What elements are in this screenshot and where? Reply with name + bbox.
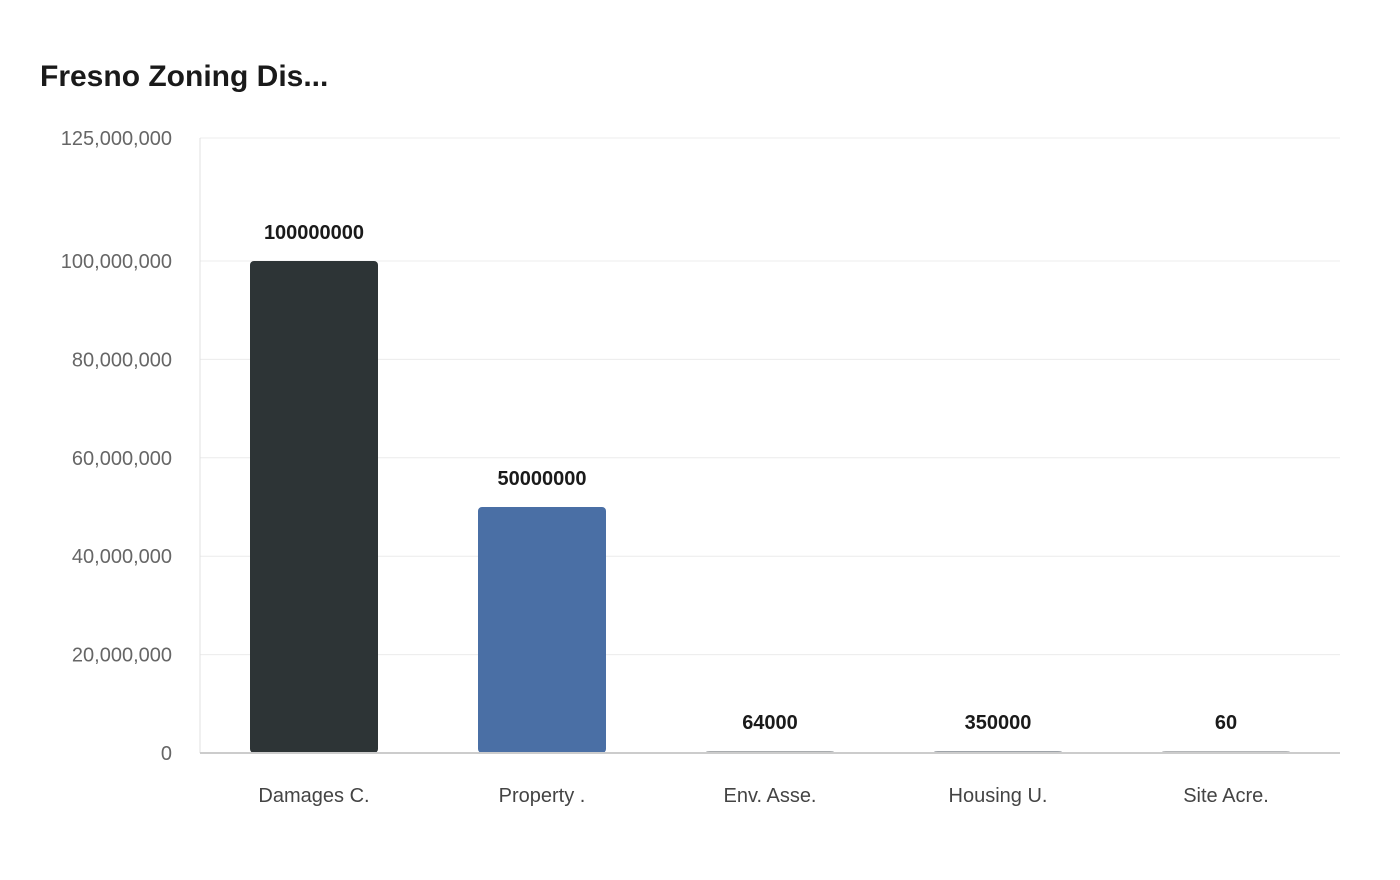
x-tick-label: Property . <box>499 785 586 807</box>
x-tick-label: Site Acre. <box>1183 785 1269 807</box>
x-tick-label: Env. Asse. <box>723 785 816 807</box>
y-tick-label: 20,000,000 <box>72 645 172 667</box>
data-label: 350000 <box>965 712 1032 734</box>
data-label: 50000000 <box>498 468 587 490</box>
bar <box>250 261 378 753</box>
y-tick-label: 80,000,000 <box>72 349 172 371</box>
x-tick-label: Damages C. <box>258 785 369 807</box>
y-tick-label: 125,000,000 <box>61 128 172 150</box>
bar <box>478 507 606 753</box>
chart-title: Fresno Zoning Dis... <box>40 60 329 93</box>
y-tick-label: 0 <box>161 743 172 765</box>
y-tick-label: 60,000,000 <box>72 448 172 470</box>
data-label: 64000 <box>742 712 798 734</box>
x-tick-label: Housing U. <box>949 785 1048 807</box>
y-tick-label: 100,000,000 <box>61 251 172 273</box>
data-label: 100000000 <box>264 222 364 244</box>
data-label: 60 <box>1215 712 1237 734</box>
y-tick-label: 40,000,000 <box>72 546 172 568</box>
